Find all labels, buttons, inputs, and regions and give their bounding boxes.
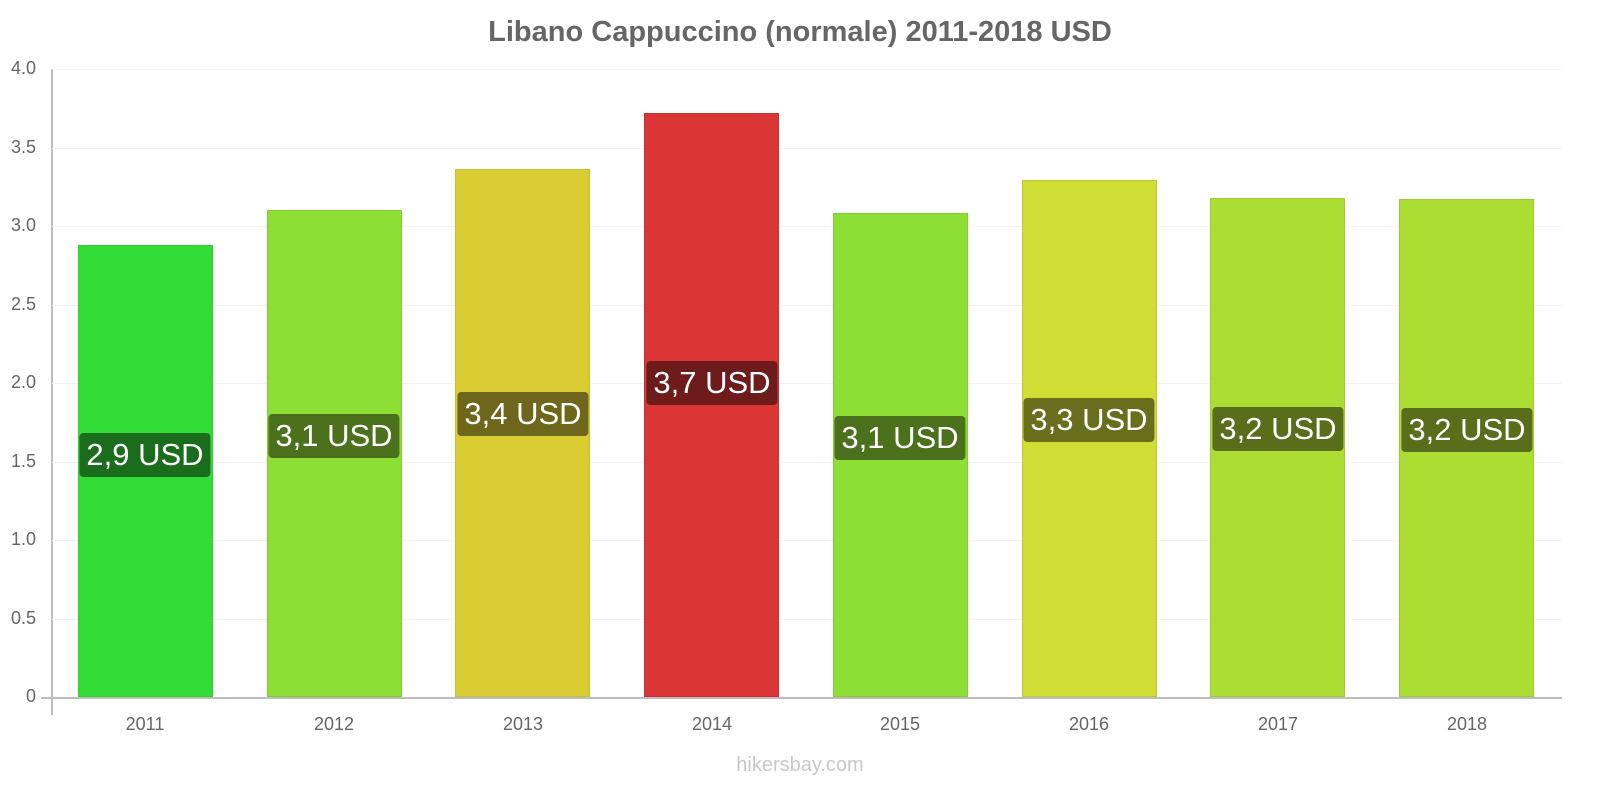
x-tick-label: 2013	[502, 714, 544, 734]
data-label: 3,7 USD	[646, 361, 778, 405]
gridline	[52, 226, 1562, 227]
y-tick-label: 2.0	[10, 372, 36, 392]
y-tick-label: 3.5	[10, 137, 36, 157]
gridline	[52, 462, 1562, 463]
gridline	[52, 148, 1562, 149]
chart-title: Libano Cappuccino (normale) 2011-2018 US…	[488, 16, 1112, 48]
data-label: 3,4 USD	[457, 392, 589, 436]
x-tick-label: 2012	[313, 714, 355, 734]
y-tick-label: 1.0	[10, 529, 36, 549]
x-tick-label: 2015	[879, 714, 921, 734]
data-label: 2,9 USD	[79, 433, 211, 477]
y-tick-label: 4.0	[10, 58, 36, 78]
gridline	[52, 383, 1562, 384]
y-tick-label: 0.5	[10, 608, 36, 628]
gridline	[52, 619, 1562, 620]
gridline	[52, 540, 1562, 541]
y-tick-label: 2.5	[10, 294, 36, 314]
data-label: 3,1 USD	[834, 416, 966, 460]
x-tick-label: 2016	[1068, 714, 1110, 734]
gridline	[52, 305, 1562, 306]
x-axis-line	[41, 697, 1562, 699]
data-label: 3,2 USD	[1401, 408, 1533, 452]
y-axis-line	[51, 69, 53, 715]
data-label: 3,1 USD	[268, 414, 400, 458]
watermark: hikersbay.com	[736, 754, 864, 776]
gridline	[52, 69, 1562, 70]
x-tick-label: 2018	[1446, 714, 1488, 734]
bar-2014	[644, 113, 779, 697]
x-tick-label: 2011	[125, 714, 165, 734]
x-tick-label: 2014	[691, 714, 733, 734]
data-label: 3,2 USD	[1212, 407, 1344, 451]
data-label: 3,3 USD	[1023, 398, 1155, 442]
y-tick-label: 0	[25, 686, 36, 706]
x-tick-label: 2017	[1257, 714, 1299, 734]
y-tick-label: 3.0	[10, 215, 36, 235]
y-tick-label: 1.5	[10, 451, 36, 471]
